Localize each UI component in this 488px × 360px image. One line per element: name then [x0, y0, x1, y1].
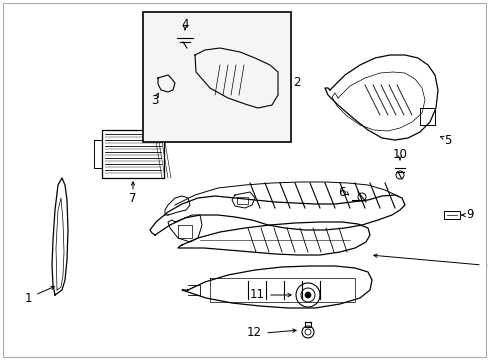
Text: 10: 10: [392, 148, 407, 162]
Text: 6: 6: [338, 185, 345, 198]
Text: 1: 1: [24, 292, 32, 305]
Bar: [142, 12, 290, 142]
Text: 7: 7: [129, 192, 137, 204]
Text: 12: 12: [246, 327, 262, 339]
Text: 9: 9: [465, 208, 473, 221]
Text: 8: 8: [486, 258, 488, 271]
Text: 11: 11: [249, 288, 264, 302]
Circle shape: [305, 292, 310, 298]
Text: 4: 4: [181, 18, 188, 31]
Bar: [102, 130, 163, 178]
Text: 3: 3: [151, 94, 159, 107]
Text: 2: 2: [293, 76, 300, 89]
Text: 5: 5: [444, 134, 451, 147]
